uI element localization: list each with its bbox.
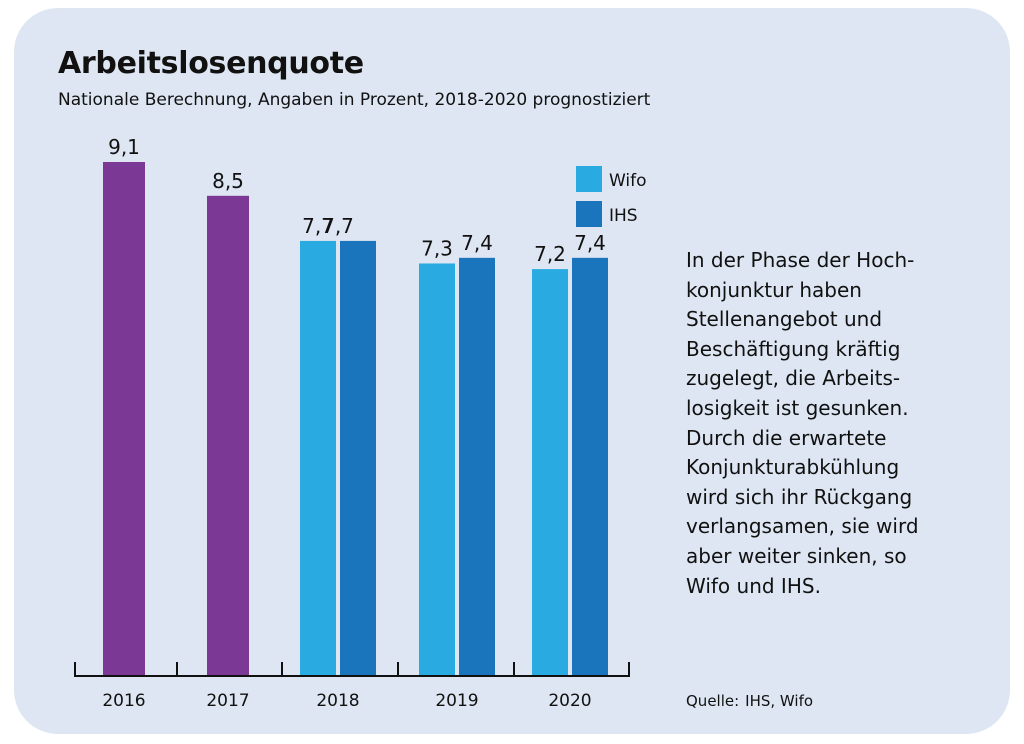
bars-group: [103, 162, 608, 676]
commentary-line: wird sich ihr Rückgang: [686, 484, 913, 509]
legend-swatch-ihs: [576, 201, 602, 227]
legend: Wifo IHS: [576, 166, 647, 227]
value-labels-group: 9,1 8,5 7,77,7 7,3 7,4 7,2 7,4: [108, 135, 606, 266]
x-tick-label-2016: 2016: [102, 691, 145, 711]
chart-subtitle: Nationale Berechnung, Angaben in Prozent…: [58, 90, 651, 110]
bar-ihs-2019: [459, 257, 495, 675]
source-value: IHS, Wifo: [745, 692, 814, 710]
chart-title: Arbeitslosenquote: [58, 46, 364, 81]
bar-wifo-2020: [532, 269, 568, 675]
commentary-line: zugelegt, die Arbeits-: [686, 366, 901, 391]
x-tick-label-2018: 2018: [316, 691, 359, 711]
bar-2016: [103, 162, 145, 675]
commentary-line: aber weiter sinken, so: [686, 543, 907, 568]
legend-swatch-wifo: [576, 166, 602, 192]
value-label-2017: 8,5: [212, 169, 244, 193]
commentary-text: In der Phase der Hoch-konjunktur haben St…: [686, 246, 1006, 601]
source-label: Quelle:: [686, 692, 740, 710]
x-tick-label-2020: 2020: [548, 691, 591, 711]
bar-wifo-2019: [419, 263, 455, 675]
legend-label-ihs: IHS: [609, 206, 638, 226]
value-label-wifo-2018: 7,7: [302, 214, 334, 238]
commentary-line: losigkeit ist gesunken.: [686, 395, 909, 420]
bar-wifo-2018: [300, 240, 336, 675]
source-note: Quelle: IHS, Wifo: [686, 692, 819, 710]
x-axis: 2016 2017 2018 2019 2020: [74, 662, 630, 711]
x-tick-label-2017: 2017: [206, 691, 249, 711]
value-label-wifo-2020: 7,2: [534, 242, 566, 266]
value-label-2018: 7,7: [322, 214, 354, 238]
chart-panel: [14, 8, 1010, 734]
commentary-line: In der Phase der Hoch-: [686, 248, 915, 272]
commentary-line: Wifo und IHS.: [686, 573, 821, 598]
legend-label-wifo: Wifo: [609, 171, 647, 191]
commentary-line: konjunktur haben: [686, 277, 862, 302]
value-label-2016: 9,1: [108, 135, 140, 159]
x-tick-label-2019: 2019: [435, 691, 478, 711]
bar-ihs-2018: [340, 240, 376, 675]
bar-ihs-2020: [572, 257, 608, 675]
bar-2017: [207, 195, 249, 676]
value-label-wifo-2019: 7,3: [421, 236, 453, 260]
value-label-ihs-2020: 7,4: [574, 231, 606, 255]
commentary-line: Beschäftigung kräftig: [686, 336, 901, 361]
commentary-line: Konjunkturabkühlung: [686, 455, 900, 480]
value-label-ihs-2019: 7,4: [461, 231, 493, 255]
commentary-line: Stellenangebot und: [686, 307, 883, 332]
commentary-line: Durch die erwartete: [686, 425, 887, 450]
commentary-line: verlangsamen, sie wird: [686, 514, 919, 539]
